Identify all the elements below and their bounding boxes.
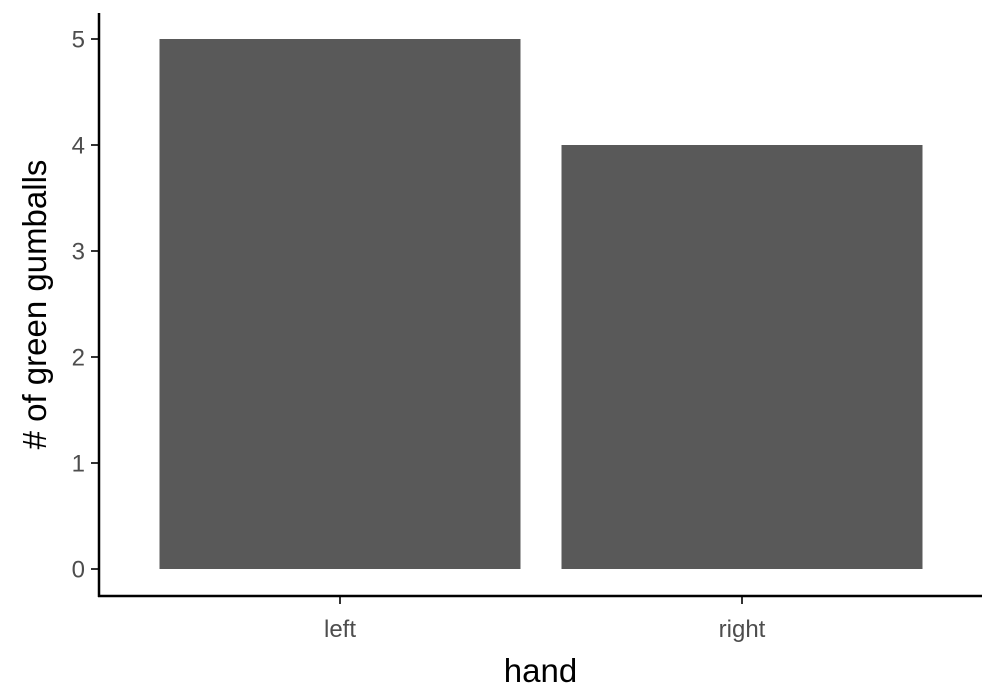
y-tick-label-0: 0 xyxy=(72,557,85,584)
y-tick-label-2: 2 xyxy=(72,345,85,372)
x-axis-title: hand xyxy=(504,652,577,689)
y-tick-label-4: 4 xyxy=(72,133,85,160)
y-axis-title: # of green gumballs xyxy=(16,160,53,450)
y-tick-label-1: 1 xyxy=(72,451,85,478)
x-tick-label-right: right xyxy=(719,616,766,643)
x-tick-label-left: left xyxy=(324,616,356,643)
y-axis-ticks: 0 1 2 3 4 5 xyxy=(72,27,99,584)
y-tick-label-5: 5 xyxy=(72,27,85,54)
x-axis-ticks: left right xyxy=(324,596,766,643)
bars-group xyxy=(159,39,923,569)
bar-right xyxy=(561,145,923,569)
bar-left xyxy=(159,39,521,569)
y-tick-label-3: 3 xyxy=(72,239,85,266)
